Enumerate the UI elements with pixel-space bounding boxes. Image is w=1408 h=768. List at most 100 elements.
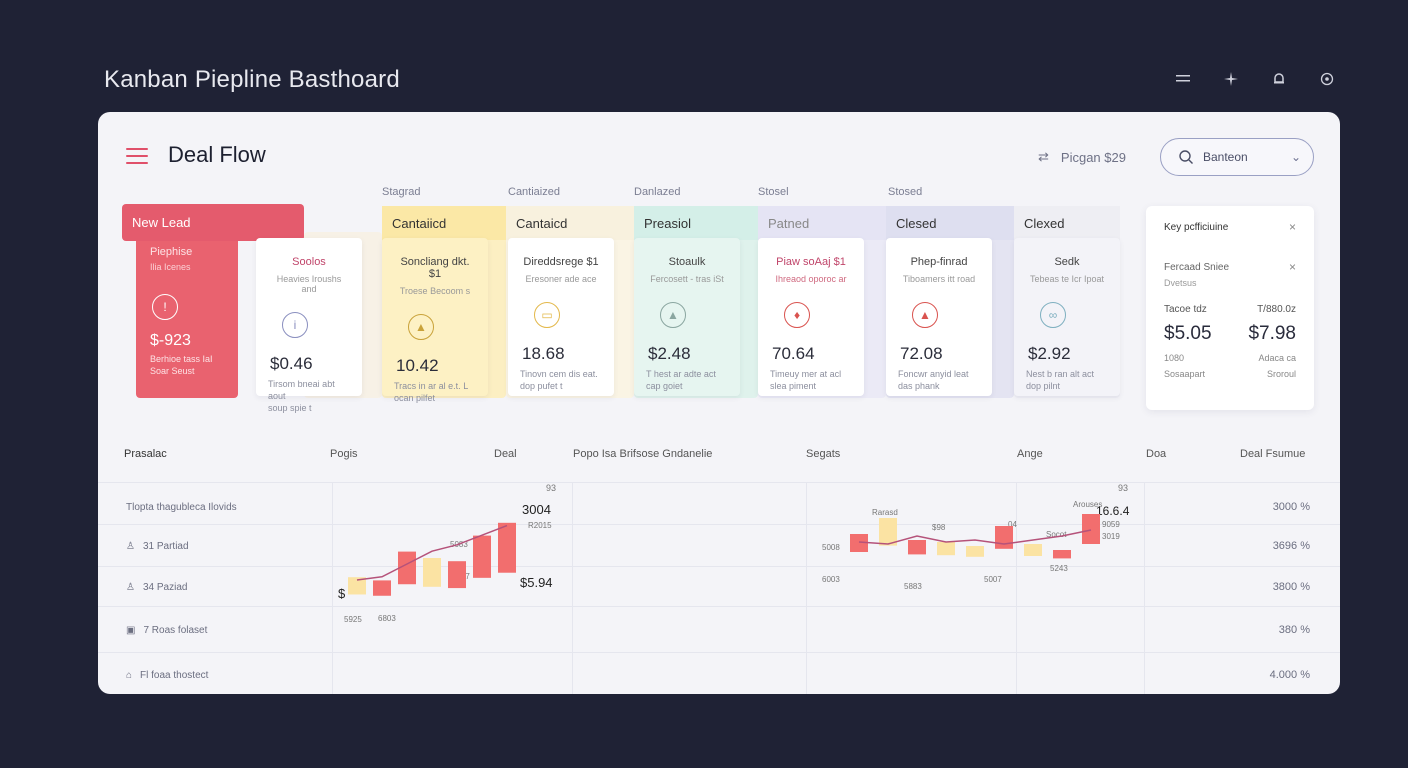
grid-line xyxy=(98,482,1340,483)
column-header[interactable]: Patned xyxy=(758,206,886,240)
chart-bar xyxy=(1082,514,1100,544)
table-header[interactable]: Popo Isa Brifsose Gndanelie xyxy=(573,448,713,460)
search-input[interactable]: Banteon xyxy=(1203,150,1248,164)
chart-label: 9059 xyxy=(1102,520,1120,529)
chart-label: 5007 xyxy=(984,575,1002,584)
chart-label: 5008 xyxy=(822,543,840,552)
deal-card[interactable]: Direddsrege $1 Eresoner ade ace ▭ 18.68 … xyxy=(508,238,614,396)
inline-bar-chart xyxy=(348,514,1100,596)
chart-label: 5243 xyxy=(1050,564,1068,573)
key-performance-panel: Key pcfficiuine × Fercaad Sniee × Dvetsu… xyxy=(1146,206,1314,410)
stage-label: Stagrad xyxy=(382,186,421,198)
grid-line xyxy=(572,482,573,694)
grid-line xyxy=(806,482,807,694)
user-icon: ♙ xyxy=(126,541,135,552)
home-icon: ⌂ xyxy=(126,670,133,681)
close-icon[interactable]: × xyxy=(1288,260,1296,274)
board-panel: Deal Flow ⇄ Picgan $29 Banteon ⌄ Stagrad… xyxy=(98,112,1340,694)
settings-icon[interactable] xyxy=(1316,68,1338,90)
deal-card[interactable]: Stoaulk Fercosett - tras iSt ▲ $2.48 T h… xyxy=(634,238,740,396)
bell-icon[interactable] xyxy=(1268,68,1290,90)
close-icon[interactable]: × xyxy=(1288,220,1296,234)
table-header[interactable]: Prasalac xyxy=(124,448,167,460)
chart-label: 04 xyxy=(1008,520,1017,529)
card-note: ocan pilfet xyxy=(394,393,436,403)
chart-bar xyxy=(423,558,441,587)
card-note: das phank xyxy=(898,381,940,391)
row-label-text: 31 Partiad xyxy=(142,541,189,552)
column-header-new-lead[interactable]: New Lead xyxy=(122,204,304,241)
new-lead-note: Soar Seust xyxy=(150,366,195,376)
link-icon: ∞ xyxy=(1040,302,1066,328)
up-arrow-icon: ▲ xyxy=(660,302,686,328)
column-body-new-lead: Piephise Ilia Icenes ! $-923 Berhioe tas… xyxy=(136,232,238,398)
card-value: 70.64 xyxy=(772,344,815,363)
chart-peak-label: 16.6.4 xyxy=(1096,504,1130,518)
kp-sub-title: Fercaad Sniee xyxy=(1164,261,1230,273)
grid-line xyxy=(98,606,1340,607)
card-title: Piaw soAaj $1 xyxy=(776,256,846,268)
chart-bar xyxy=(498,522,516,573)
kp-title: Key pcfficiuine xyxy=(1164,221,1229,233)
chart-bar xyxy=(879,518,897,546)
chart-bar xyxy=(937,542,955,556)
grid-line xyxy=(98,566,1340,567)
chart-bar xyxy=(398,551,416,585)
card-note: Tracs in ar al e.t. L xyxy=(394,381,469,391)
chevron-down-icon[interactable]: ⌄ xyxy=(1290,150,1301,164)
deal-card[interactable]: Sedk Tebeas te Icr Ipoat ∞ $2.92 Nest b … xyxy=(1014,238,1120,396)
card-note: Foncwr anyid leat xyxy=(898,369,969,379)
kp-right-foot: Sroroul xyxy=(1266,369,1296,379)
deal-card[interactable]: Soncliang dkt. $1 Troese Becoom s ▲ 10.4… xyxy=(382,238,488,403)
card-sub: Tiboamers itt road xyxy=(902,274,976,284)
table-header[interactable]: Deal xyxy=(494,448,517,460)
stage-label: Cantiaized xyxy=(508,186,560,198)
table-row-label: ♙ 34 Paziad xyxy=(126,582,187,593)
stage-label: Stosel xyxy=(758,186,789,198)
sort-icon[interactable]: ⇄ xyxy=(1038,149,1049,164)
column-header[interactable]: Preasiol xyxy=(634,206,758,240)
chart-bar xyxy=(448,561,466,589)
deal-card[interactable]: Piaw soAaj $1 Ihreaod oporoc ar ♦ 70.64 … xyxy=(758,238,864,396)
chart-bar xyxy=(1053,550,1071,559)
info-icon: i xyxy=(282,312,308,338)
chart-label: $98 xyxy=(932,523,946,532)
chart-trend-line xyxy=(356,524,508,581)
chart-tick: 93 xyxy=(1118,483,1129,493)
deal-card[interactable]: Phep-finrad Tiboamers itt road ▲ 72.08 F… xyxy=(886,238,992,396)
table-header[interactable]: Deal Fsumue xyxy=(1240,448,1306,460)
column-header[interactable]: Cantaiicd xyxy=(382,206,506,240)
table-header[interactable]: Pogis xyxy=(330,448,358,460)
deal-card[interactable]: Soolos Heavies Iroushs and i $0.46 Tirso… xyxy=(256,238,362,413)
chart-bar xyxy=(966,546,984,557)
chart-peak-sub: R2015 xyxy=(528,521,552,530)
new-lead-note: Berhioe tass IaI xyxy=(150,354,213,364)
search-box[interactable]: Banteon ⌄ xyxy=(1160,138,1314,176)
sparkle-icon[interactable] xyxy=(1220,68,1242,90)
row-value: 380 % xyxy=(1278,624,1310,636)
chart-label: 5925 xyxy=(344,615,362,624)
chart-label: 5883 xyxy=(904,582,922,591)
card-note: cap goiet xyxy=(646,381,683,391)
chart-bar xyxy=(908,540,926,555)
table-row-label: ▣ 7 Roas folaset xyxy=(126,625,207,636)
menu-icon[interactable] xyxy=(1172,68,1194,90)
table-header[interactable]: Segats xyxy=(806,448,841,460)
table-header[interactable]: Ange xyxy=(1017,448,1043,460)
card-value: 10.42 xyxy=(396,356,439,375)
card-note: slea piment xyxy=(770,381,817,391)
chart-trend-line xyxy=(858,529,1092,545)
chart-label: 3019 xyxy=(1102,532,1120,541)
column-header[interactable]: Clesed xyxy=(886,206,1014,240)
chart-peak-label: 3004 xyxy=(522,502,551,517)
card-value: 72.08 xyxy=(900,344,943,363)
card-sub: Tebeas te Icr Ipoat xyxy=(1029,274,1105,284)
kp-left-foot: Sosaapart xyxy=(1164,369,1206,379)
page-info-label: Picgan $29 xyxy=(1060,149,1126,165)
column-header[interactable]: Cantaicd xyxy=(506,206,634,240)
new-lead-title: Piephise xyxy=(150,246,193,258)
card-note: T hest ar adte act xyxy=(646,369,716,379)
hamburger-icon[interactable] xyxy=(126,148,148,164)
table-header[interactable]: Doa xyxy=(1146,448,1167,460)
column-header[interactable]: Clexed xyxy=(1014,206,1120,240)
